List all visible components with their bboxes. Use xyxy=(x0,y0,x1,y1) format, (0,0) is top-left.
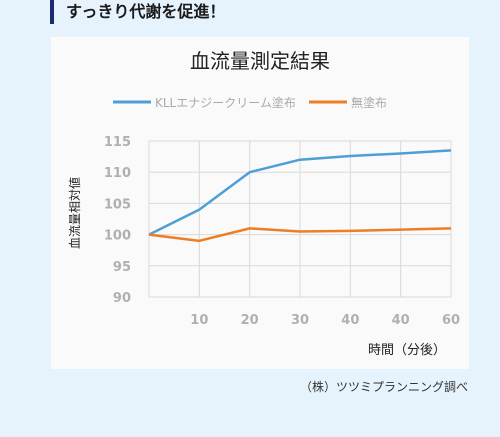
section-heading: すっきり代謝を促進！ xyxy=(50,0,225,24)
y-tick-label-5: 115 xyxy=(104,135,131,150)
y-tick-label-4: 110 xyxy=(104,166,131,181)
x-tick-label-5: 40 xyxy=(392,313,410,328)
y-tick-label-2: 100 xyxy=(104,229,131,244)
y-tick-label-0: 90 xyxy=(113,291,131,306)
x-axis-label: 時間（分後） xyxy=(368,343,446,358)
legend-label-1: 無塗布 xyxy=(351,95,387,110)
chart-card: 血流量測定結果 KLLエナジークリーム塗布 無塗布 90 95 100 105 110 115 1… xyxy=(51,37,469,369)
x-tick-label-4: 40 xyxy=(341,313,359,328)
y-axis-label: 血流量相対値 xyxy=(67,177,82,249)
x-tick-label-6: 60 xyxy=(442,313,460,328)
legend-label-0: KLLエナジークリーム塗布 xyxy=(155,95,296,110)
x-tick-label-3: 30 xyxy=(291,313,309,328)
source-credit: （株）ツツミプランニング調べ xyxy=(299,380,468,394)
chart-title: 血流量測定結果 xyxy=(190,49,330,73)
x-tick-label-2: 20 xyxy=(241,313,259,328)
y-tick-label-3: 105 xyxy=(104,197,131,212)
chart: 血流量測定結果 KLLエナジークリーム塗布 無塗布 90 95 100 105 110 115 1… xyxy=(67,49,460,358)
y-tick-label-1: 95 xyxy=(113,260,131,275)
x-tick-label-1: 10 xyxy=(190,313,208,328)
